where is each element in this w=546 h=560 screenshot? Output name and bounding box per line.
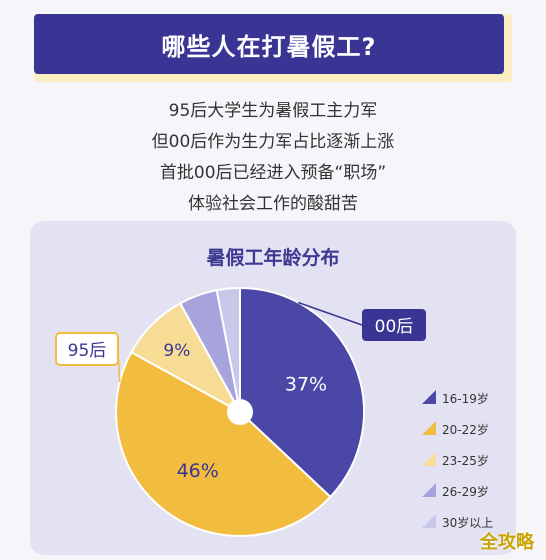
legend-marker-4 — [422, 483, 436, 497]
title-banner: 哪些人在打暑假工? — [34, 14, 512, 82]
pie-slice-2 — [115, 350, 332, 537]
legend-marker-2 — [422, 421, 436, 435]
title-box: 哪些人在打暑假工? — [34, 14, 504, 74]
intro-line-3: 首批00后已经进入预备“职场” — [159, 163, 387, 183]
intro-line-2: 但00后作为生力军占比逐渐上涨 — [151, 132, 395, 152]
slice-label-1: 37% — [285, 373, 327, 395]
intro-line-1: 95后大学生为暑假工主力军 — [168, 101, 378, 121]
legend-marker-3 — [422, 452, 436, 466]
chart-title: 暑假工年龄分布 — [206, 247, 340, 269]
callout-95-box — [55, 332, 119, 366]
page-title: 哪些人在打暑假工? — [161, 32, 377, 61]
callout-95-label: 95后 — [68, 341, 107, 361]
intro-line-4: 体验社会工作的酸甜苦 — [188, 194, 358, 214]
watermark: 全攻略 — [480, 532, 534, 553]
callout-00-label: 00后 — [375, 317, 414, 337]
legend-label-4: 26-29岁 — [442, 484, 489, 499]
legend-marker-1 — [422, 390, 436, 404]
slice-label-3: 9% — [163, 341, 190, 361]
slice-label-2: 46% — [177, 460, 219, 482]
chart-card: 暑假工年龄分布 37% 46% 9% 00后 95后 16-19岁 20-22岁 23-25岁… — [30, 221, 516, 555]
legend-marker-5 — [422, 514, 436, 528]
pie-slice-1 — [239, 286, 365, 499]
pie-chart: 37% 46% 9% 00后 95后 16-19岁 20-22岁 23-25岁 26-29岁 30… — [55, 286, 493, 537]
legend-label-3: 23-25岁 — [442, 453, 489, 468]
legend-label-1: 16-19岁 — [442, 391, 489, 406]
pie-center-hole — [227, 399, 253, 425]
callout-00-line — [297, 301, 363, 326]
intro-text: 95后大学生为暑假工主力军 但00后作为生力军占比逐渐上涨 首批00后已经进入预… — [0, 96, 546, 220]
callout-00-box — [362, 309, 426, 341]
pie-slice-5 — [215, 286, 241, 413]
legend-label-2: 20-22岁 — [442, 422, 489, 437]
legend-label-5: 30岁以上 — [442, 515, 493, 530]
